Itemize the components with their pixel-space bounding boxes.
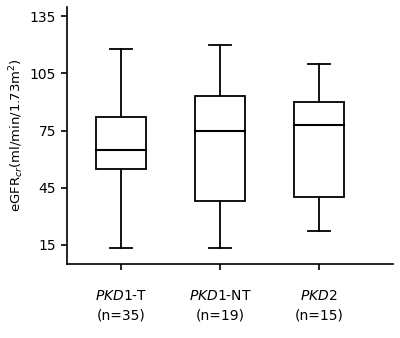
Bar bbox=[195, 96, 245, 201]
Bar bbox=[294, 102, 344, 197]
Bar bbox=[96, 117, 146, 169]
Text: (n=15): (n=15) bbox=[294, 308, 343, 322]
Text: $\mathit{PKD1}$-NT: $\mathit{PKD1}$-NT bbox=[188, 289, 251, 303]
Text: (n=19): (n=19) bbox=[196, 308, 244, 322]
Text: $\mathit{PKD1}$-T: $\mathit{PKD1}$-T bbox=[95, 289, 147, 303]
Text: $\mathit{PKD2}$: $\mathit{PKD2}$ bbox=[300, 289, 338, 303]
Text: (n=35): (n=35) bbox=[97, 308, 145, 322]
Y-axis label: eGFR$_{cr}$(ml/min/1.73m$^{2}$): eGFR$_{cr}$(ml/min/1.73m$^{2}$) bbox=[7, 58, 26, 212]
